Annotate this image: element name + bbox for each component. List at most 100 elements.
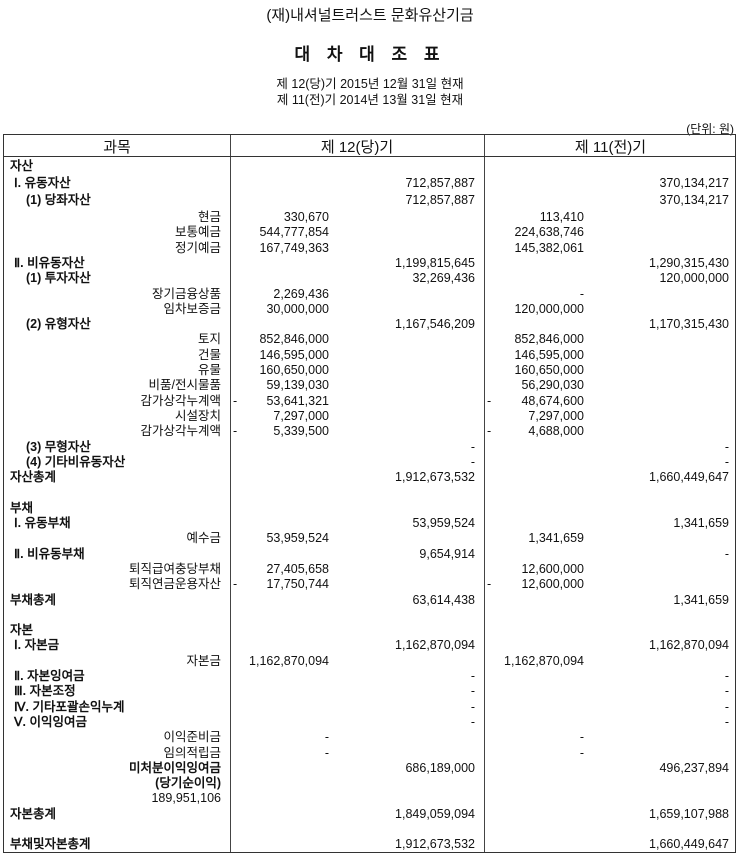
table-row: 시설장치 7,297,000 7,297,000 [4,409,735,424]
previous-total-amount: - [724,439,729,454]
previous-detail-amount: 120,000,000 [514,301,584,316]
negative-sign: - [487,577,492,592]
account-label: Ⅰ. 유동부채 [14,516,71,530]
balance-sheet-table: 과목 제 12(당)기 제 11(전)기 자산 Ⅰ. 유동자산 712,857,88… [3,134,736,853]
account-label: 비품/전시물품 [148,378,221,393]
account-label: Ⅰ. 유동자산 [14,176,71,190]
current-total-amount: 53,959,524 [412,516,475,530]
table-row: Ⅰ. 유동부채 53,959,524 1,341,659 [4,516,735,531]
current-detail-amount: 146,595,000 [259,347,329,362]
unit-label: (단위: 원) [686,122,734,136]
current-detail-amount: 59,139,030 [266,378,329,393]
current-detail-amount: 167,749,363 [259,240,329,255]
header-previous-period: 제 11(전)기 [574,139,647,156]
previous-detail-amount: 56,290,030 [521,378,584,393]
account-label: (3) 무형자산 [26,439,91,454]
current-detail-amount: 2,269,436 [273,286,329,301]
previous-total-amount: - [724,699,729,714]
table-row: 정기예금 167,749,363 145,382,061 [4,241,735,256]
table-header: 과목 제 12(당)기 제 11(전)기 [4,135,735,157]
current-total-amount: - [470,669,475,683]
previous-total-amount: 370,134,217 [659,176,729,190]
negative-sign: - [233,424,238,439]
account-label: 자본 [10,623,34,638]
header-account: 과목 [103,139,131,156]
organization-name: (재)내셔널트러스트 문화유산기금 [266,7,474,24]
table-row: (당기순이익) [4,776,735,791]
previous-detail-amount: 1,341,659 [528,531,584,546]
period-current: 제 12(당)기 2015년 12월 31일 현재 [276,77,464,91]
table-row: 미처분이익잉여금 686,189,000 496,237,894 [4,761,735,776]
table-row: 감가상각누계액 -5,339,500-4,688,000 [4,424,735,439]
account-label: 건물 [197,347,221,362]
current-detail-amount: 17,750,744 [266,577,329,592]
account-label: 부채및자본총계 [10,837,91,852]
account-label: 189,951,106 [151,791,221,806]
table-row: Ⅱ. 자본잉여금 - - [4,669,735,684]
account-label: 정기예금 [174,240,221,255]
previous-total-amount: 1,341,659 [673,516,729,530]
account-label: 퇴직급여충당부채 [128,561,221,576]
previous-total-amount: 1,162,870,094 [649,638,729,653]
table-row: 유물 160,650,000 160,650,000 [4,363,735,378]
current-total-amount: - [470,714,475,729]
account-label: 임차보증금 [163,301,221,316]
current-total-amount: 686,189,000 [405,760,475,775]
blank-row [4,822,735,837]
table-row: 임의적립금 - - [4,746,735,761]
table-row: 예수금 53,959,524 1,341,659 [4,531,735,546]
current-detail-amount: - [324,730,329,745]
account-label: (4) 기타비유동자산 [26,454,126,469]
negative-sign: - [233,393,238,408]
account-label: 현금 [197,210,221,224]
current-total-amount: 712,857,887 [405,176,475,190]
account-label: 유물 [197,363,221,377]
previous-total-amount: 496,237,894 [659,760,729,775]
account-label: 자산총계 [10,470,57,485]
current-detail-amount: - [324,745,329,760]
account-label: Ⅲ. 자본조정 [14,684,76,699]
previous-total-amount: 370,134,217 [659,193,729,207]
table-row: 건물 146,595,000 146,595,000 [4,348,735,363]
table-row: 장기금융상품 2,269,436 - [4,287,735,302]
header-current-period: 제 12(당)기 [320,139,394,156]
previous-total-amount: - [724,546,729,561]
current-total-amount: 63,614,438 [412,592,475,607]
account-label: 자본총계 [10,806,57,821]
table-row: 자본 [4,623,735,638]
current-detail-amount: 53,641,321 [266,393,329,408]
account-label: 부채 [10,500,34,515]
current-total-amount: - [470,699,475,714]
current-detail-amount: 7,297,000 [273,408,329,423]
account-label: 자산 [10,159,34,173]
current-total-amount: 1,912,673,532 [395,837,475,852]
column-divider [230,135,231,852]
previous-total-amount: 1,660,449,647 [649,470,729,485]
table-row: 현금 330,670 113,410 [4,210,735,225]
table-row: (2) 유형자산 1,167,546,209 1,170,315,430 [4,317,735,332]
current-detail-amount: 852,846,000 [259,332,329,347]
current-total-amount: 1,849,059,094 [395,806,475,821]
table-row: (4) 기타비유동자산 - - [4,455,735,470]
previous-detail-amount: - [579,745,584,760]
previous-detail-amount: 12,600,000 [521,577,584,592]
previous-total-amount: 1,660,449,647 [649,837,729,852]
previous-total-amount: 120,000,000 [659,271,729,286]
table-row: 퇴직급여충당부채 27,405,658 12,600,000 [4,562,735,577]
table-row: 비품/전시물품 59,139,030 56,290,030 [4,378,735,393]
table-row: (3) 무형자산 - - [4,440,735,455]
previous-detail-amount: 12,600,000 [521,561,584,576]
current-total-amount: - [470,684,475,699]
account-label: 감가상각누계액 [140,424,221,439]
current-total-amount: 1,162,870,094 [395,638,475,653]
current-detail-amount: 544,777,854 [259,225,329,240]
previous-detail-amount: - [579,730,584,745]
column-divider [484,135,485,852]
previous-total-amount: - [724,669,729,683]
table-row: Ⅱ. 비유동자산 1,199,815,645 1,290,315,430 [4,256,735,271]
table-row: 부채및자본총계 1,912,673,532 1,660,449,647 [4,837,735,852]
current-total-amount: 1,912,673,532 [395,470,475,485]
previous-total-amount: 1,659,107,988 [649,806,729,821]
account-label: 장기금융상품 [151,286,221,301]
table-row: 189,951,106 [4,791,735,806]
